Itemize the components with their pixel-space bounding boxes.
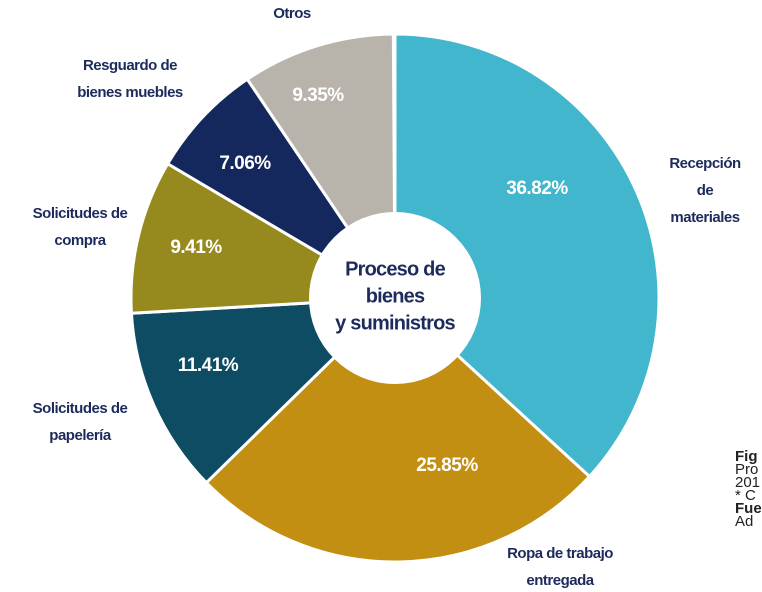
category-label: Solicitudes de papelería <box>32 400 128 444</box>
center-label: Proceso de bienes y suministros <box>335 258 455 335</box>
side-text: Ad <box>735 513 754 530</box>
pie-slice <box>204 295 592 564</box>
category-label: Solicitudes de compra <box>32 205 128 249</box>
side-text: Fue <box>735 500 762 517</box>
value-label: 36.82% <box>506 178 568 199</box>
category-label: Otros <box>273 5 311 22</box>
side-text: Fig <box>735 448 758 465</box>
value-label: 9.41% <box>170 237 222 258</box>
center-hole <box>309 212 481 384</box>
value-label: 25.85% <box>416 455 478 476</box>
value-label: 11.41% <box>177 355 239 376</box>
side-text: * C <box>735 487 756 504</box>
value-label: 7.06% <box>219 153 271 174</box>
category-label: Ropa de trabajo entregada <box>507 545 613 589</box>
side-text: Pro <box>735 461 759 478</box>
value-label: 9.35% <box>292 85 344 106</box>
category-label: Resguardo de bienes muebles <box>77 57 183 101</box>
pie-slice <box>393 32 661 479</box>
category-label: Recepción de materiales <box>669 155 741 226</box>
side-text: 201 <box>735 474 761 491</box>
